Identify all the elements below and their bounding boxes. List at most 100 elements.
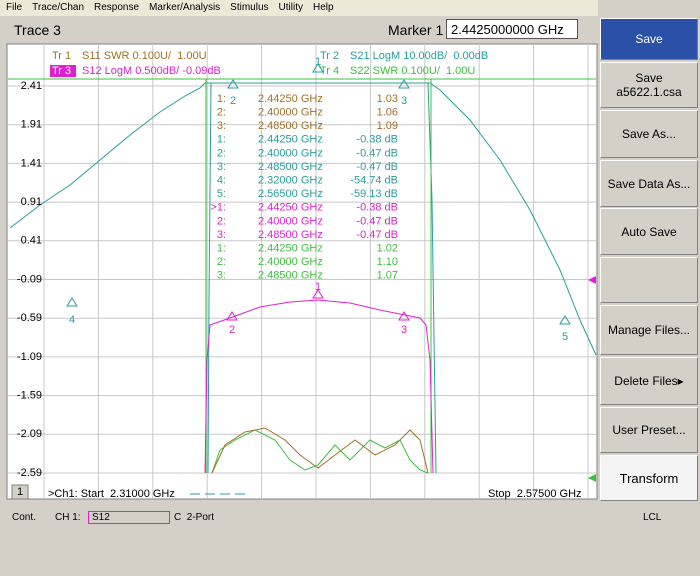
ref-arrow (588, 474, 596, 482)
softkey-sublabel: a5622.1.csa (616, 85, 682, 99)
stop-freq: Stop 2.57500 GHz (488, 488, 582, 500)
marker-frequency: 2.44250 GHz (258, 202, 323, 214)
chart: 1 >Ch1: Start 2.31000 GHz Stop 2.57500 G… (6, 43, 598, 500)
marker-frequency: 2.48500 GHz (258, 120, 323, 132)
y-axis-label: 0.41 (21, 235, 42, 247)
softkey[interactable]: Manage Files... (600, 305, 698, 355)
marker-frequency: 2.48500 GHz (258, 161, 323, 173)
trace-s21 (9, 82, 597, 356)
start-freq: >Ch1: Start 2.31000 GHz (48, 488, 175, 500)
marker-index: 3: (217, 161, 226, 173)
status-bar: Cont. CH 1: S12 C 2-Port LCL (0, 510, 700, 526)
softkey[interactable]: User Preset... (600, 407, 698, 453)
softkey[interactable]: Auto Save (600, 208, 698, 255)
marker-index: 4: (217, 175, 226, 187)
marker-flag-label: 5 (562, 331, 568, 343)
channel-box (11, 484, 29, 500)
softkey-label: Save Data As... (607, 176, 691, 191)
measurement: S12 (88, 511, 170, 524)
softkey-label: Auto Save (621, 224, 677, 239)
marker-flag (312, 289, 324, 299)
marker-frequency: 2.40000 GHz (258, 107, 323, 119)
y-axis-label: 2.41 (21, 80, 42, 92)
marker-value: -0.38 dB (356, 202, 398, 214)
marker-value: 1.02 (377, 243, 398, 255)
menu-item[interactable]: Trace/Chan (32, 2, 84, 13)
marker-flag-label: 2 (229, 324, 235, 336)
trace-s22 (211, 429, 429, 474)
marker-value: -54.74 dB (350, 175, 398, 187)
trace-s21-edge (207, 82, 212, 474)
marker-index: 2: (217, 147, 226, 159)
menu-item[interactable]: Marker/Analysis (149, 2, 221, 13)
marker-index: 1: (217, 93, 226, 105)
toolbar: Trace 3 Marker 1 2.4425000000 GHz (0, 17, 598, 43)
softkey-label: Save (635, 71, 663, 85)
marker-frequency: 2.32000 GHz (258, 175, 323, 187)
marker-flag (312, 63, 324, 73)
marker-frequency: 2.48500 GHz (258, 270, 323, 282)
y-axis-label: -1.09 (17, 351, 42, 363)
softkey-label: Delete Files (614, 374, 678, 388)
softkey[interactable]: Delete Files ▸ (600, 357, 698, 405)
y-axis-label: -0.59 (17, 312, 42, 324)
softkey-label: Manage Files... (607, 323, 691, 337)
marker-value: -0.47 dB (356, 229, 398, 241)
menu-item[interactable]: Utility (278, 2, 303, 13)
trace-desc: S22 SWR 0.100U/ 1.00U (350, 65, 475, 77)
marker-value: 1.09 (377, 120, 398, 132)
marker-frequency: 2.44250 GHz (258, 93, 323, 105)
sweep-mode: Cont. (12, 512, 36, 523)
marker-flag (398, 79, 410, 89)
marker-value: -59.13 dB (350, 188, 398, 200)
softkey-label: Transform (619, 470, 679, 486)
marker-flag-label: 4 (69, 314, 75, 326)
softkey[interactable]: Save (600, 18, 698, 60)
marker-index: >1: (210, 202, 226, 214)
analyzer-window: File Trace/Chan Response Marker/Analysis Sti… (0, 0, 700, 526)
marker-value: -0.47 dB (356, 161, 398, 173)
marker-index: 2: (217, 256, 226, 268)
marker-flag-label: 1 (315, 56, 321, 68)
marker-value: -0.38 dB (356, 134, 398, 146)
marker-flag-label: 3 (401, 324, 407, 336)
marker-frequency: 2.56500 GHz (258, 188, 323, 200)
y-axis-label: -2.59 (17, 467, 42, 479)
marker-frequency: 2.40000 GHz (258, 147, 323, 159)
marker-index: 1: (217, 134, 226, 146)
menu-item[interactable]: Response (94, 2, 140, 13)
marker-index: 2: (217, 215, 226, 227)
trace-s21-edge (427, 82, 437, 474)
reference: LCL (643, 512, 662, 523)
softkey[interactable]: Save Data As... (600, 160, 698, 207)
marker-value: 1.10 (377, 256, 398, 268)
softkey-label: Save (635, 32, 663, 46)
menu-item[interactable]: Help (312, 2, 334, 13)
marker-value: -0.47 dB (356, 147, 398, 159)
trace-id: Tr 3 (52, 65, 71, 77)
marker-label: Marker 1 (388, 22, 444, 38)
softkey[interactable]: Save a5622.1.csa (600, 62, 698, 108)
trace-desc: S21 LogM 10.00dB/ 0.00dB (350, 50, 488, 62)
ref-arrow (588, 276, 596, 284)
trace-s11 (211, 427, 429, 474)
y-axis-label: -2.09 (17, 428, 42, 440)
softkey-label: Save As... (621, 127, 677, 141)
marker-flag (559, 315, 571, 325)
y-axis-label: 1.91 (21, 119, 42, 131)
menu-item[interactable]: File (6, 2, 23, 13)
marker-value-input[interactable]: 2.4425000000 GHz (446, 19, 578, 39)
softkey[interactable]: Save As... (600, 110, 698, 158)
marker-frequency: 2.44250 GHz (258, 243, 323, 255)
softkey[interactable]: Transform (600, 455, 698, 501)
marker-frequency: 2.44250 GHz (258, 134, 323, 146)
trace-id: Tr 4 (320, 65, 339, 77)
marker-flag-label: 2 (230, 95, 236, 107)
trace-desc: S12 LogM 0.500dB/ -0.09dB (82, 65, 221, 77)
chart-background (6, 43, 598, 500)
channel-number: 1 (17, 486, 23, 498)
softkey-blank (600, 257, 698, 303)
marker-value: 1.07 (377, 270, 398, 282)
marker-frequency: 2.48500 GHz (258, 229, 323, 241)
menu-item[interactable]: Stimulus (230, 2, 269, 13)
